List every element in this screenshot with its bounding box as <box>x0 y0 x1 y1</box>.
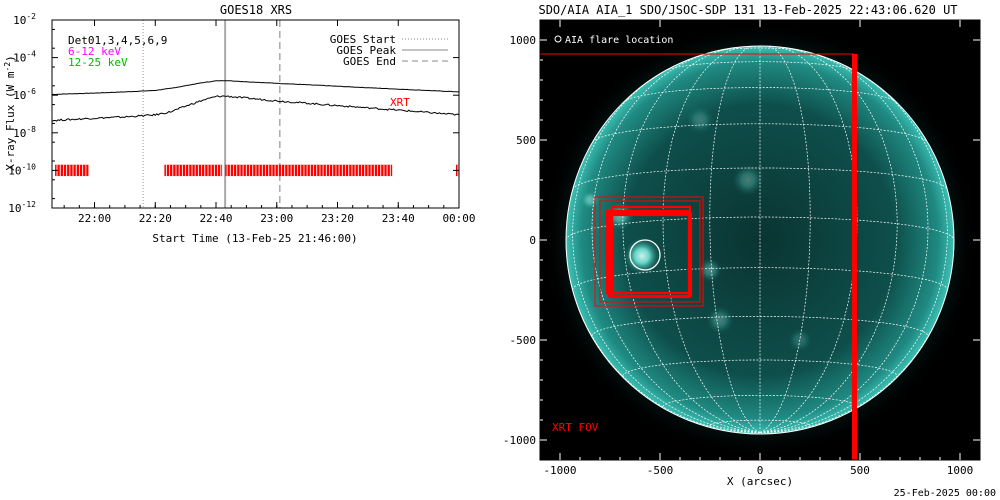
aia-x-tick-label: -1000 <box>543 464 576 477</box>
legend-goes-peak: GOES Peak <box>336 44 396 57</box>
longitude-line <box>759 45 811 433</box>
xrt-coverage-bar <box>225 164 393 177</box>
xrt-fov-label: XRT FOV <box>552 421 599 434</box>
band-high-label: 12-25 keV <box>68 56 128 69</box>
aia-axes: -1000 -500 0 500 1000 1000 500 0 -500 -1000 <box>503 20 980 477</box>
goes-series-high-energy <box>51 95 460 122</box>
goes-legend: GOES Start GOES Peak GOES End <box>330 33 448 68</box>
aia-x-tick-label: 1000 <box>947 464 974 477</box>
latitude-line <box>662 394 858 407</box>
active-region <box>686 106 714 134</box>
active-region <box>706 306 734 334</box>
aia-x-tick-label: 0 <box>757 464 764 477</box>
goes-y-tick-label: 10-12 <box>8 200 36 215</box>
longitude-line <box>759 47 898 433</box>
longitude-line <box>759 49 929 433</box>
goes-y-tick-label: 10-6 <box>13 87 36 102</box>
goes-x-tick-label: 22:00 <box>78 212 111 225</box>
latitude-line <box>622 359 898 377</box>
svg-text:X-ray Flux (W m-2): X-ray Flux (W m-2) <box>3 55 17 171</box>
longitude-line <box>759 63 948 433</box>
aia-y-tick-label: 500 <box>516 134 536 147</box>
legend-flare-symbol <box>554 35 562 43</box>
goes-panel: GOES18 XRS X-ray Flux (W m-2) 22:00 22:20… <box>3 3 476 245</box>
aia-y-tick-label: -500 <box>510 334 537 347</box>
xrt-label: XRT <box>390 96 410 109</box>
goes-series-group <box>51 80 460 122</box>
goes-y-tick-label: 10-4 <box>13 50 36 65</box>
legend-goes-start: GOES Start <box>330 33 396 46</box>
goes-x-tick-label: 00:00 <box>442 212 475 225</box>
limb-circle <box>565 45 955 435</box>
aia-x-axis-label: X (arcsec) <box>727 475 793 488</box>
longitude-line <box>709 45 761 433</box>
latitude-line <box>709 419 811 427</box>
det-label: Det01,3,4,5,6,9 <box>68 34 167 47</box>
goes-x-tick-label: 22:40 <box>199 212 232 225</box>
goes-x-tick-label: 22:20 <box>139 212 172 225</box>
aia-x-tick-label: 500 <box>850 464 870 477</box>
goes-x-axis-label: Start Time (13-Feb-25 21:46:00) <box>152 232 357 245</box>
xrt-coverage-bar <box>164 164 223 177</box>
xrt-pointing-box <box>608 213 691 299</box>
aia-y-tick-label: 1000 <box>510 34 537 47</box>
xrt-pointing-box <box>599 200 701 303</box>
goes-xrt-coverage <box>55 164 459 177</box>
aia-y-tick-label: -1000 <box>503 434 536 447</box>
flare-location-circle <box>629 239 661 271</box>
latitude-line <box>565 216 955 241</box>
xrt-pointing-box <box>594 196 704 307</box>
active-region <box>580 190 600 210</box>
goes-series-low-energy <box>52 80 460 96</box>
goes-title: GOES18 XRS <box>220 3 292 17</box>
goes-y-tick-label: 10-10 <box>8 162 36 177</box>
xrt-fov-edge <box>852 54 857 460</box>
longitude-line <box>572 63 761 433</box>
legend-flare-label: AIA flare location <box>565 35 673 46</box>
legend-goes-end: GOES End <box>343 55 396 68</box>
goes-x-tick-label: 23:20 <box>321 212 354 225</box>
footer-date: 25-Feb-2025 00:00 <box>894 488 996 499</box>
latitude-line <box>715 47 805 52</box>
heliographic-grid <box>565 45 955 435</box>
goes-event-lines <box>142 20 281 208</box>
latitude-line <box>572 167 948 190</box>
aia-x-tick-label: -500 <box>647 464 674 477</box>
active-region <box>732 164 764 196</box>
aia-y-tick-label: 0 <box>529 234 536 247</box>
latitude-line <box>592 123 928 143</box>
latitude-line <box>623 87 897 102</box>
aia-panel: SDO/AIA AIA_1 SDO/JSOC-SDP 131 13-Feb-20… <box>503 3 981 488</box>
aia-legend: AIA flare location <box>554 35 673 46</box>
active-region <box>698 258 722 282</box>
goes-y-tick-label: 10-8 <box>13 125 36 140</box>
goes-y-tick-label: 10-2 <box>13 12 36 27</box>
goes-x-tick-label: 23:00 <box>260 212 293 225</box>
aia-title: SDO/AIA AIA_1 SDO/JSOC-SDP 131 13-Feb-20… <box>538 3 957 17</box>
xrt-coverage-bar <box>55 164 89 177</box>
longitude-line <box>622 47 761 433</box>
goes-x-tick-label: 23:40 <box>382 212 415 225</box>
goes-y-axis-label: X-ray Flux (W m-2) <box>3 55 17 171</box>
longitude-line <box>591 49 761 433</box>
band-low-label: 6-12 keV <box>68 45 121 58</box>
latitude-line <box>664 61 856 72</box>
goes-plot-frame <box>51 19 460 209</box>
